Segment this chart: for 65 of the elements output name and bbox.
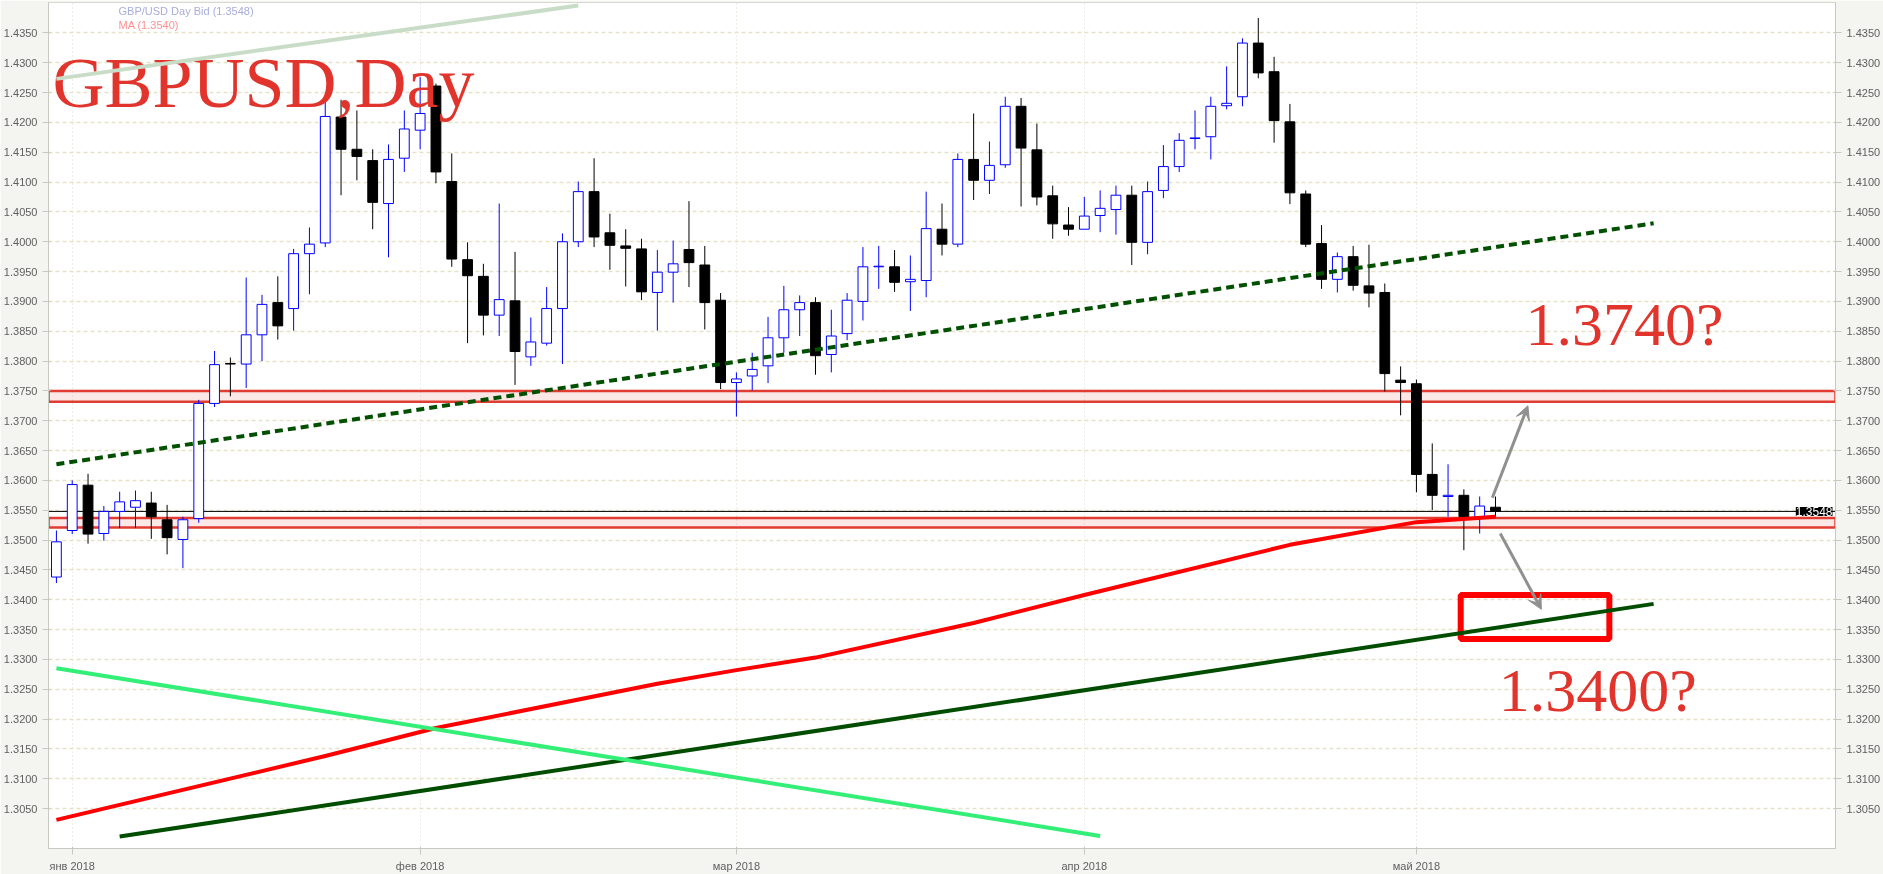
y-tick-label: 1.3600 — [3, 474, 38, 487]
y2-tick-label: 1.3400 — [1846, 593, 1881, 606]
y2-tick-label: 1.4300 — [1846, 56, 1881, 69]
y2-tick-label: 1.3050 — [1846, 802, 1881, 815]
y2-tick-label: 1.4250 — [1846, 86, 1881, 99]
x-tick-label: янв 2018 — [49, 859, 95, 872]
y2-tick-label: 1.3550 — [1846, 504, 1881, 517]
ref-line-label: 1.3548 — [1795, 504, 1833, 519]
y-tick-label: 1.4300 — [3, 56, 38, 69]
y2-tick-label: 1.4150 — [1846, 146, 1881, 159]
y2-tick-label: 1.3100 — [1846, 772, 1881, 785]
y2-tick-label: 1.3700 — [1846, 414, 1881, 427]
y2-tick-label: 1.4100 — [1846, 176, 1881, 189]
x-tick-label: мар 2018 — [712, 859, 761, 872]
y2-tick-label: 1.4350 — [1846, 26, 1881, 39]
y2-tick-label: 1.3950 — [1846, 265, 1881, 278]
y2-tick-label: 1.4200 — [1846, 116, 1881, 129]
y-tick-label: 1.4150 — [3, 146, 38, 159]
y-tick-label: 1.3550 — [3, 504, 38, 517]
y-tick-label: 1.3350 — [3, 623, 38, 636]
y-tick-label: 1.3850 — [3, 325, 38, 338]
y-tick-label: 1.3650 — [3, 444, 38, 457]
y2-tick-label: 1.3350 — [1846, 623, 1881, 636]
y-tick-label: 1.3200 — [3, 713, 38, 726]
y-tick-label: 1.3050 — [3, 802, 38, 815]
y-tick-label: 1.3250 — [3, 683, 38, 696]
y2-tick-label: 1.3150 — [1846, 742, 1881, 755]
y2-tick-label: 1.3300 — [1846, 653, 1881, 666]
y-tick-label: 1.4200 — [3, 116, 38, 129]
y-tick-label: 1.3100 — [3, 772, 38, 785]
y-tick-label: 1.3300 — [3, 653, 38, 666]
y2-tick-label: 1.3850 — [1846, 325, 1881, 338]
y2-tick-label: 1.3750 — [1846, 384, 1881, 397]
y2-tick-label: 1.3450 — [1846, 563, 1881, 576]
y-tick-label: 1.3450 — [3, 563, 38, 576]
y2-tick-label: 1.3800 — [1846, 355, 1881, 368]
y-tick-label: 1.3700 — [3, 414, 38, 427]
y2-tick-label: 1.4050 — [1846, 205, 1881, 218]
y2-tick-label: 1.3900 — [1846, 295, 1881, 308]
y-tick-label: 1.3400 — [3, 593, 38, 606]
y-tick-label: 1.4350 — [3, 26, 38, 39]
x-tick-label: апр 2018 — [1061, 859, 1108, 872]
y-tick-label: 1.4250 — [3, 86, 38, 99]
y-tick-label: 1.3750 — [3, 384, 38, 397]
y2-tick-label: 1.3600 — [1846, 474, 1881, 487]
chart-subtitle: GBP/USD Day Bid (1.3548) — [118, 4, 254, 17]
y-tick-label: 1.3950 — [3, 265, 38, 278]
y-tick-label: 1.3500 — [3, 534, 38, 547]
y2-tick-label: 1.3650 — [1846, 444, 1881, 457]
y-tick-label: 1.3900 — [3, 295, 38, 308]
annotation: 1.3400? — [1498, 656, 1697, 725]
text: MA (1.3540) — [118, 18, 179, 31]
y-tick-label: 1.4000 — [3, 235, 38, 248]
y-tick-label: 1.3150 — [3, 742, 38, 755]
y-tick-label: 1.3800 — [3, 355, 38, 368]
y2-tick-label: 1.3200 — [1846, 713, 1881, 726]
x-tick-label: май 2018 — [1392, 859, 1441, 872]
y-tick-label: 1.4100 — [3, 176, 38, 189]
text: GBPUSD,Day — [52, 42, 475, 123]
y2-tick-label: 1.3250 — [1846, 683, 1881, 696]
y-tick-label: 1.4050 — [3, 205, 38, 218]
annotation: 1.3740? — [1525, 289, 1724, 358]
y2-tick-label: 1.3500 — [1846, 534, 1881, 547]
x-tick-label: фев 2018 — [395, 859, 445, 872]
y2-tick-label: 1.4000 — [1846, 235, 1881, 248]
